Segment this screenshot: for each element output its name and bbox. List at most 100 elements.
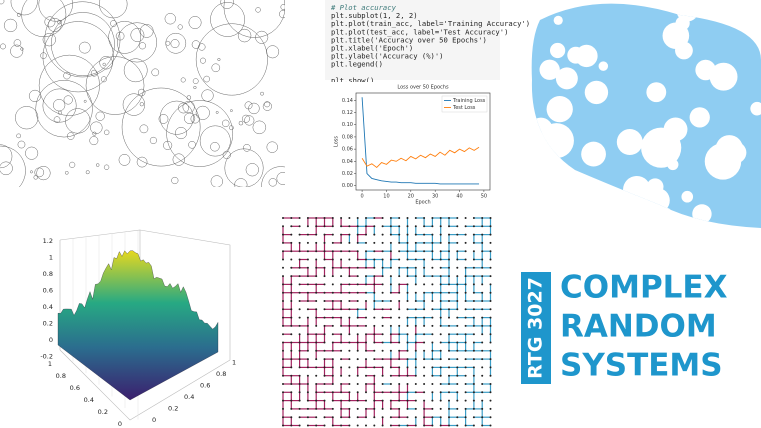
maze-node [489,233,492,236]
maze-node [414,275,417,278]
loss-line [361,97,480,185]
foam-cell [174,126,188,140]
maze-node [472,416,475,419]
maze-node [290,333,293,336]
maze-node [489,391,492,394]
maze-node [282,241,284,244]
maze-node [348,300,351,302]
maze-node [423,241,426,244]
maze-node [406,233,409,236]
foam-cell [243,144,251,152]
bubble [616,129,643,156]
maze-node [290,366,293,369]
maze-node [431,316,434,319]
maze-node [282,324,284,327]
maze-node [348,308,351,311]
maze-node [414,358,417,361]
maze-node [448,217,450,219]
maze-node [298,324,301,327]
maze-node [365,316,367,319]
maze-node [290,324,293,327]
maze-node [331,217,334,219]
maze-node [365,225,367,228]
maze-node [448,275,450,278]
maze-node [423,291,426,294]
maze-node [406,358,409,361]
maze-node [373,283,376,286]
code-line: # Plot accuracy [330,3,397,12]
maze-node [389,399,392,402]
maze-node [398,416,401,419]
foam-cell [276,172,285,185]
maze-node [406,424,409,427]
maze-node [456,217,459,219]
code-line: plt.plot(test_acc, label='Test Accuracy'… [331,27,508,36]
maze-node [448,349,450,352]
foam-cell [65,108,91,134]
foam-cell [89,136,99,146]
foam-cell [224,148,264,187]
maze-node [381,341,384,344]
maze-node [315,258,318,261]
maze-node [389,374,392,377]
maze-node [464,233,467,236]
maze-node [481,407,484,410]
maze-node [381,250,384,253]
foam-cell [237,28,252,43]
bubble [724,141,747,164]
maze-node [381,316,384,319]
foam-cell [137,88,146,97]
maze-node [356,383,359,385]
bubble [584,80,609,105]
maze-node [389,416,392,419]
maze-node [323,308,326,311]
maze-node [472,391,475,394]
logo-line: COMPLEX [560,270,728,306]
maze-node [365,291,367,294]
maze-node [323,266,326,269]
maze-node [481,399,484,402]
bubble [553,15,563,25]
maze-node [365,324,367,327]
bubble [692,204,712,224]
maze-node [489,250,492,253]
maze-node [448,407,450,410]
maze-node [481,300,484,302]
y-tick-label: 0.14 [342,98,353,104]
maze-node [340,341,343,344]
maze-node [398,391,401,394]
maze-node [464,358,467,361]
x-tick-label: 0.8 [216,370,226,378]
maze-node [282,316,284,319]
maze-node [373,374,376,377]
maze-node [315,416,318,419]
maze-node [398,291,401,294]
maze-node [282,258,284,261]
maze-node [282,407,284,410]
maze-node [431,308,434,311]
y-tick-label: 0.12 [342,110,353,116]
maze-node [414,416,417,419]
foam-cell [238,120,244,126]
maze-node [306,316,309,319]
maze-node [356,258,359,261]
code-panel [325,0,500,80]
maze-node [431,399,434,402]
maze-node [282,266,284,269]
maze-node [489,300,492,302]
bubble [709,3,736,18]
foam-cell [195,23,268,96]
maze-node [464,383,467,385]
foam-cell [57,19,62,25]
maze-node [398,308,401,311]
maze-node [439,324,442,327]
foam-cell [210,2,245,37]
maze-node [381,217,384,219]
maze-node [381,283,384,286]
maze-node [298,366,301,369]
legend-box [441,95,488,113]
maze-node [448,324,450,327]
maze-node [365,266,367,269]
maze-node [356,275,359,278]
maze-node [472,341,475,344]
